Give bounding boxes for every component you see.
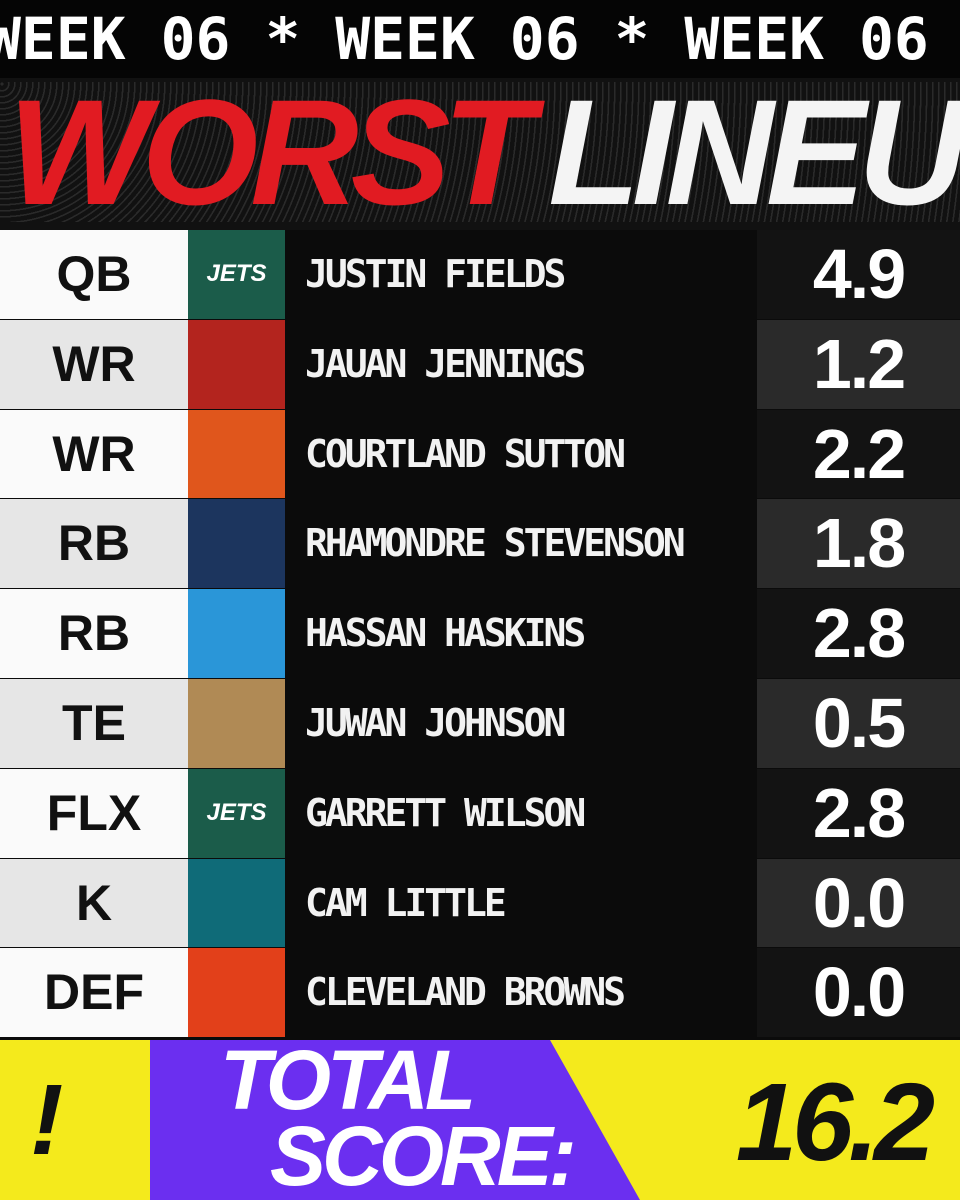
score: 2.8 — [757, 589, 960, 678]
position: QB — [0, 230, 188, 319]
lineup-row: DEF CLEVELAND BROWNS 0.0 — [0, 948, 960, 1038]
player-name: JAUAN JENNINGS — [305, 341, 586, 386]
score: 0.0 — [757, 858, 960, 948]
total-label: SCORE: — [270, 1109, 577, 1200]
player-name: GARRETT WILSON — [305, 790, 586, 835]
lineup-row: QB JETS JUSTIN FIELDS 4.9 — [0, 230, 960, 319]
lineup-row: WR JAUAN JENNINGS 1.2 — [0, 319, 960, 409]
score: 2.2 — [757, 409, 960, 499]
position: WR — [0, 319, 188, 409]
position: DEF — [0, 948, 188, 1038]
team-logo — [188, 499, 285, 589]
position: RB — [0, 589, 188, 678]
player-name: HASSAN HASKINS — [305, 611, 586, 656]
score: 4.9 — [757, 230, 960, 319]
score: 2.8 — [757, 768, 960, 858]
week-banner: WEEK 06 * WEEK 06 * WEEK 06 * — [0, 0, 960, 78]
player-name: JUSTIN FIELDS — [305, 252, 566, 296]
player-name: COURTLAND SUTTON — [305, 431, 626, 476]
team-logo: JETS — [188, 230, 285, 319]
team-logo — [188, 858, 285, 948]
player-name: JUWAN JOHNSON — [305, 701, 566, 745]
brand-mark: ! — [30, 1064, 64, 1176]
position: TE — [0, 679, 188, 768]
lineup-row: TE JUWAN JOHNSON 0.5 — [0, 679, 960, 768]
team-logo — [188, 319, 285, 409]
lineup-row: FLX JETS GARRETT WILSON 2.8 — [0, 768, 960, 858]
score: 0.0 — [757, 948, 960, 1038]
player-name: CLEVELAND BROWNS — [305, 970, 626, 1015]
score: 0.5 — [757, 679, 960, 768]
score: 1.8 — [757, 499, 960, 589]
score: 1.2 — [757, 319, 960, 409]
team-logo — [188, 409, 285, 499]
position: FLX — [0, 768, 188, 858]
lineup-row: RB HASSAN HASKINS 2.8 — [0, 589, 960, 678]
team-logo — [188, 948, 285, 1038]
logo-text: JETS — [206, 260, 267, 288]
logo-text: JETS — [206, 799, 267, 827]
total-value: 16.2 — [735, 1061, 935, 1184]
team-logo — [188, 679, 285, 768]
lineup-row: K CAM LITTLE 0.0 — [0, 858, 960, 948]
total-label-band: TOTAL SCORE: — [150, 1040, 640, 1200]
lineup-row: WR COURTLAND SUTTON 2.2 — [0, 409, 960, 499]
team-logo: JETS — [188, 768, 285, 858]
team-logo — [188, 589, 285, 678]
total-label: TOTAL — [220, 1040, 476, 1127]
title-lineup: LINEUP — [548, 82, 960, 222]
player-name: CAM LITTLE — [305, 880, 507, 925]
position: K — [0, 858, 188, 948]
title: WORSTLINEUP — [0, 82, 960, 222]
player-name: RHAMONDRE STEVENSON — [305, 521, 686, 566]
title-worst: WORST — [8, 82, 534, 222]
lineup-row: RB RHAMONDRE STEVENSON 1.8 — [0, 499, 960, 589]
position: RB — [0, 499, 188, 589]
total-bar: ! TOTAL SCORE: 16.2 — [0, 1040, 960, 1200]
position: WR — [0, 409, 188, 499]
lineup-table: QB JETS JUSTIN FIELDS 4.9 WR JAUAN JENNINGS 1.… — [0, 230, 960, 1040]
